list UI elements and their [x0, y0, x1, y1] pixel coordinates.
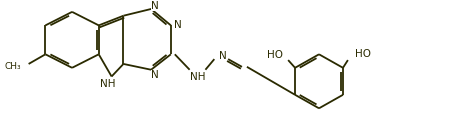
Text: N: N	[151, 1, 159, 11]
Text: NH: NH	[190, 72, 205, 82]
Text: N: N	[219, 51, 227, 61]
Text: CH₃: CH₃	[4, 62, 21, 71]
Text: HO: HO	[267, 50, 283, 60]
Text: N: N	[174, 20, 181, 30]
Text: HO: HO	[355, 49, 371, 59]
Text: NH: NH	[100, 79, 115, 89]
Text: N: N	[151, 69, 159, 80]
